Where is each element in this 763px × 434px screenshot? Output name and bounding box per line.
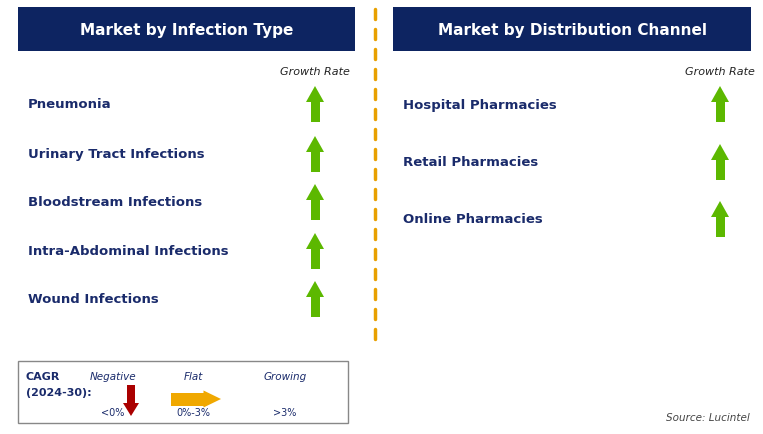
Text: Growing: Growing (263, 371, 307, 381)
Polygon shape (306, 281, 324, 297)
Text: >3%: >3% (273, 407, 297, 417)
FancyBboxPatch shape (18, 361, 348, 423)
Polygon shape (716, 161, 725, 181)
Text: Source: Lucintel: Source: Lucintel (666, 412, 750, 422)
Polygon shape (302, 383, 318, 397)
Text: 0%-3%: 0%-3% (176, 407, 210, 417)
Text: Flat: Flat (183, 371, 203, 381)
Polygon shape (127, 385, 135, 403)
FancyBboxPatch shape (18, 8, 355, 52)
Text: Intra-Abdominal Infections: Intra-Abdominal Infections (28, 245, 229, 258)
Text: Growth Rate: Growth Rate (280, 67, 350, 77)
Polygon shape (711, 145, 729, 161)
Polygon shape (716, 103, 725, 123)
Text: Online Pharmacies: Online Pharmacies (403, 213, 542, 226)
FancyBboxPatch shape (393, 8, 751, 52)
Polygon shape (306, 233, 324, 250)
Polygon shape (711, 87, 729, 103)
Text: Hospital Pharmacies: Hospital Pharmacies (403, 98, 557, 111)
Text: Market by Infection Type: Market by Infection Type (80, 23, 293, 37)
Text: CAGR: CAGR (26, 371, 60, 381)
Polygon shape (204, 391, 221, 408)
Polygon shape (311, 103, 320, 123)
Polygon shape (311, 297, 320, 317)
Text: Market by Distribution Channel: Market by Distribution Channel (437, 23, 707, 37)
Text: <0%: <0% (101, 407, 124, 417)
Text: Retail Pharmacies: Retail Pharmacies (403, 156, 538, 169)
Text: Wound Infections: Wound Infections (28, 293, 159, 306)
Text: Urinary Tract Infections: Urinary Tract Infections (28, 148, 204, 161)
Text: Growth Rate: Growth Rate (685, 67, 755, 77)
Polygon shape (311, 250, 320, 270)
Text: Bloodstream Infections: Bloodstream Infections (28, 196, 202, 209)
Text: (2024-30):: (2024-30): (26, 387, 92, 397)
Text: Pneumonia: Pneumonia (28, 98, 111, 111)
Polygon shape (311, 201, 320, 220)
Polygon shape (306, 87, 324, 103)
Polygon shape (171, 393, 204, 405)
Text: Negative: Negative (90, 371, 137, 381)
Polygon shape (306, 184, 324, 201)
Polygon shape (711, 201, 729, 217)
Polygon shape (306, 137, 324, 153)
Polygon shape (716, 217, 725, 237)
Polygon shape (306, 397, 314, 415)
Polygon shape (311, 153, 320, 173)
Polygon shape (123, 403, 139, 416)
